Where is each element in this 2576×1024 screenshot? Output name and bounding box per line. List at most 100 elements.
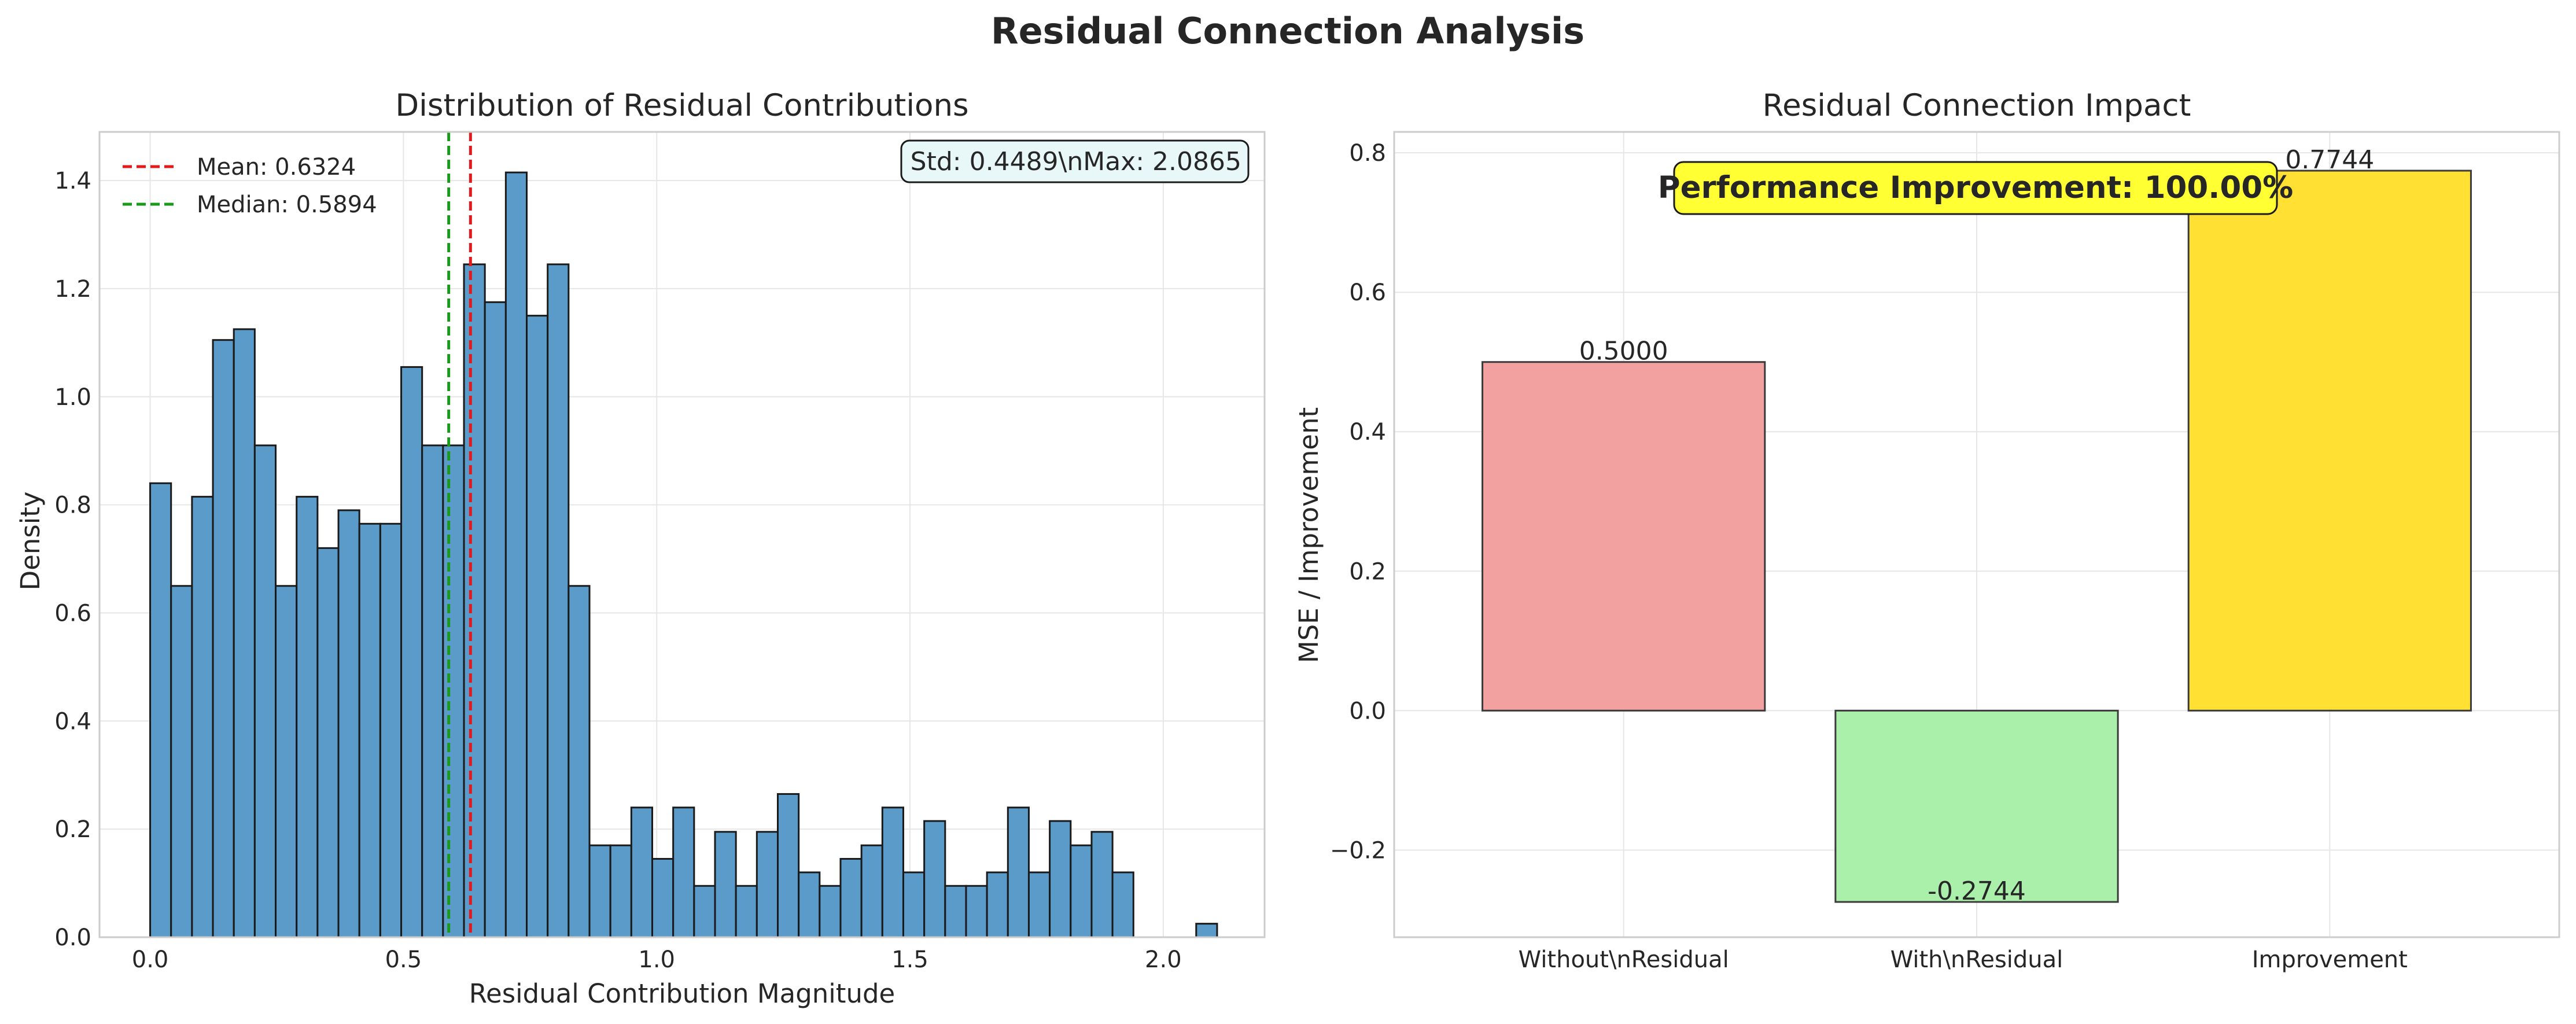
histogram-bar xyxy=(170,585,193,938)
impact-ytick-label: 0.0 xyxy=(1349,698,1386,724)
histogram-bar xyxy=(253,444,277,938)
impact-title: Residual Connection Impact xyxy=(1763,88,2191,123)
impact-ytick-label: 0.2 xyxy=(1349,558,1386,585)
histogram-bar xyxy=(1049,820,1072,938)
histogram-bar xyxy=(609,844,632,938)
histogram-ytick-label: 0.4 xyxy=(54,708,91,735)
histogram-bar xyxy=(798,871,821,938)
impact-ytick-label: 0.6 xyxy=(1349,279,1386,306)
histogram-bar xyxy=(233,328,256,938)
histogram-bar xyxy=(588,844,611,938)
histogram-bar xyxy=(714,831,737,938)
histogram-bar xyxy=(756,831,779,938)
histogram-bar xyxy=(776,793,800,938)
histogram-bar xyxy=(400,366,423,938)
stats-box-text: Std: 0.4489\nMax: 2.0865 xyxy=(911,147,1241,176)
performance-callout: Performance Improvement: 100.00% xyxy=(1658,161,2294,215)
histogram-bar xyxy=(547,263,570,938)
histogram-bar xyxy=(881,806,904,938)
impact-xtick-label: Improvement xyxy=(2252,946,2408,973)
performance-callout-text: Performance Improvement: 100.00% xyxy=(1658,170,2294,205)
histogram-xtick-label: 0.0 xyxy=(132,946,169,973)
histogram-xtick-label: 2.0 xyxy=(1145,946,1182,973)
histogram-x-ticks: 0.0 0.5 1.0 1.5 2.0 xyxy=(132,946,1182,973)
histogram-bar xyxy=(672,806,695,938)
histogram-bar xyxy=(819,885,842,938)
impact-x-ticks: Without\nResidual With\nResidual Improveme… xyxy=(1519,946,2408,973)
histogram-bar xyxy=(358,522,381,938)
histogram-bar xyxy=(504,171,528,938)
legend-median-label: Median: 0.5894 xyxy=(197,191,377,218)
histogram-legend: Mean: 0.6324 Median: 0.5894 xyxy=(123,154,377,218)
histogram-xtick-label: 0.5 xyxy=(385,946,422,973)
histogram-ytick-label: 0.8 xyxy=(54,492,91,519)
stats-box-background xyxy=(900,139,1250,183)
stats-box: Std: 0.4489\nMax: 2.0865 xyxy=(900,139,1250,183)
histogram-ytick-label: 1.2 xyxy=(54,276,91,303)
legend-mean-label: Mean: 0.6324 xyxy=(197,154,356,181)
histogram-bar xyxy=(1090,831,1114,938)
histogram-bars xyxy=(149,171,1218,938)
impact-bar xyxy=(2187,170,2472,712)
histogram-bar xyxy=(567,585,591,938)
histogram-bar xyxy=(275,585,298,938)
histogram-bar xyxy=(651,858,675,938)
impact-ytick-label: 0.4 xyxy=(1349,419,1386,445)
impact-bar-value-label: 0.5000 xyxy=(1579,337,1668,366)
histogram-xlabel: Residual Contribution Magnitude xyxy=(469,978,895,1009)
histogram-bar xyxy=(212,339,235,938)
histogram-bar xyxy=(421,444,444,938)
histogram-bar xyxy=(149,482,172,938)
histogram-ytick-label: 0.6 xyxy=(54,600,91,627)
impact-xtick-label: Without\nResidual xyxy=(1519,946,1729,973)
impact-value-labels: 0.5000 -0.2744 0.7744 xyxy=(1579,145,2375,906)
histogram-ytick-label: 1.0 xyxy=(54,384,91,411)
histogram-bar xyxy=(191,496,214,938)
histogram-ytick-label: 0.2 xyxy=(54,816,91,843)
histogram-bar xyxy=(463,263,486,938)
impact-bar xyxy=(1834,709,2119,903)
histogram-bar xyxy=(296,496,319,938)
impact-bars xyxy=(1482,170,2472,903)
impact-bar-axes: Residual Connection Impact MSE / Improve… xyxy=(1293,88,2560,973)
histogram-bar xyxy=(860,844,883,938)
histogram-title: Distribution of Residual Contributions xyxy=(395,88,968,123)
histogram-bar xyxy=(526,315,549,938)
histogram-bar xyxy=(1070,844,1093,938)
impact-ylabel: MSE / Improvement xyxy=(1293,407,1324,663)
histogram-bar xyxy=(693,885,716,938)
histogram-bar xyxy=(630,806,654,938)
impact-frame xyxy=(1393,131,2560,938)
impact-bar-value-label: 0.7744 xyxy=(2285,145,2374,175)
histogram-bar xyxy=(923,820,946,938)
impact-xtick-label: With\nResidual xyxy=(1890,946,2063,973)
histogram-bar xyxy=(379,522,403,938)
histogram-bar xyxy=(965,885,988,938)
histogram-frame xyxy=(98,131,1266,938)
impact-y-ticks: −0.2 0.0 0.2 0.4 0.6 0.8 xyxy=(1330,140,1386,864)
impact-bar-value-label: -0.2744 xyxy=(1928,876,2026,906)
histogram-bar xyxy=(902,871,926,938)
figure-title: Residual Connection Analysis xyxy=(991,10,1584,52)
histogram-xtick-label: 1.0 xyxy=(638,946,675,973)
histogram-ylabel: Density xyxy=(15,491,46,590)
histogram-bar xyxy=(986,871,1009,938)
histogram-bar xyxy=(735,885,758,938)
histogram-bar xyxy=(944,885,967,938)
histogram-bar xyxy=(442,444,465,938)
histogram-bar xyxy=(316,547,340,938)
histogram-xtick-label: 1.5 xyxy=(891,946,928,973)
histogram-bar xyxy=(1195,923,1218,938)
histogram-bar xyxy=(1007,806,1030,938)
impact-bar xyxy=(1482,361,1766,712)
histogram-bar xyxy=(839,858,863,938)
histogram-ytick-label: 0.0 xyxy=(54,924,91,951)
histogram-bar xyxy=(484,301,507,938)
impact-ytick-label: 0.8 xyxy=(1349,140,1386,167)
histogram-reference-lines xyxy=(447,132,472,937)
histogram-bar xyxy=(1027,871,1051,938)
histogram-axes: Distribution of Residual Contributions R… xyxy=(15,88,1266,1009)
performance-callout-background xyxy=(1673,161,2278,215)
histogram-y-ticks: 0.0 0.2 0.4 0.6 0.8 1.0 1.2 1.4 xyxy=(54,168,91,951)
impact-ytick-label: −0.2 xyxy=(1330,837,1386,864)
